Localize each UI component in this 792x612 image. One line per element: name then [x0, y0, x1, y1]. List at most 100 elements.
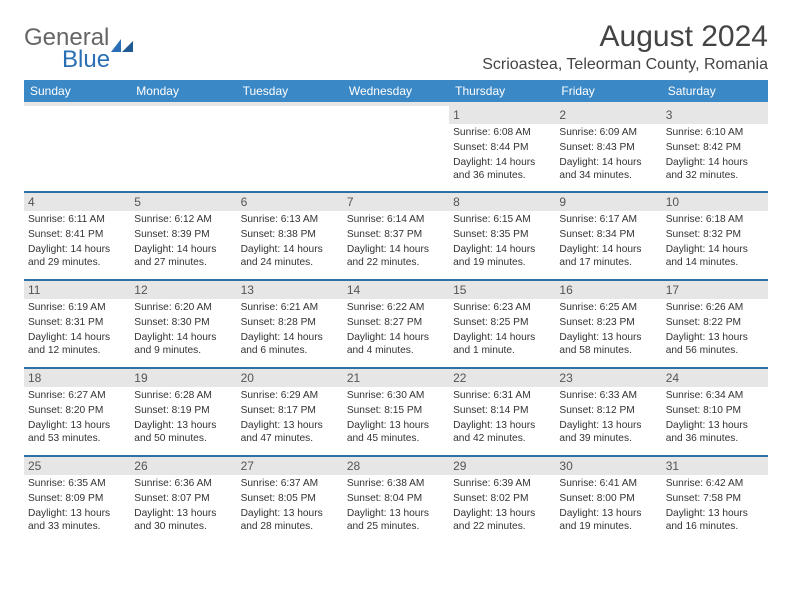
day-details: Sunrise: 6:19 AMSunset: 8:31 PMDaylight:… — [28, 301, 126, 358]
day-number: 22 — [449, 369, 555, 387]
day-number: 10 — [662, 193, 768, 211]
daylight-text: Daylight: 14 hours and 14 minutes. — [666, 243, 764, 271]
sunset-text: Sunset: 8:35 PM — [453, 228, 551, 242]
day-number: 28 — [343, 457, 449, 475]
sunrise-text: Sunrise: 6:41 AM — [559, 477, 657, 491]
day-number: 27 — [237, 457, 343, 475]
day-cell: 14Sunrise: 6:22 AMSunset: 8:27 PMDayligh… — [343, 280, 449, 368]
sunrise-text: Sunrise: 6:14 AM — [347, 213, 445, 227]
day-cell: . — [237, 104, 343, 192]
day-number: 15 — [449, 281, 555, 299]
daylight-text: Daylight: 13 hours and 45 minutes. — [347, 419, 445, 447]
day-cell: 16 Sunrise: 6:25 AMSunset: 8:23 PMDayligh… — [555, 280, 661, 368]
sunrise-text: Sunrise: 6:22 AM — [347, 301, 445, 315]
day-details: Sunrise: 6:25 AMSunset: 8:23 PMDaylight:… — [559, 301, 657, 358]
daylight-text: Daylight: 14 hours and 19 minutes. — [453, 243, 551, 271]
daylight-text: Daylight: 14 hours and 9 minutes. — [134, 331, 232, 359]
sunrise-text: Sunrise: 6:34 AM — [666, 389, 764, 403]
daylight-text: Daylight: 13 hours and 36 minutes. — [666, 419, 764, 447]
day-details: Sunrise: 6:14 AMSunset: 8:37 PMDaylight:… — [347, 213, 445, 270]
sunrise-text: Sunrise: 6:17 AM — [559, 213, 657, 227]
day-cell: 12Sunrise: 6:20 AMSunset: 8:30 PMDayligh… — [130, 280, 236, 368]
sunrise-text: Sunrise: 6:21 AM — [241, 301, 339, 315]
sunrise-text: Sunrise: 6:37 AM — [241, 477, 339, 491]
day-cell: 10Sunrise: 6:18 AMSunset: 8:32 PMDayligh… — [662, 192, 768, 280]
day-number: 6 — [237, 193, 343, 211]
day-cell: 29Sunrise: 6:39 AMSunset: 8:02 PMDayligh… — [449, 456, 555, 544]
sunset-text: Sunset: 8:27 PM — [347, 316, 445, 330]
sunset-text: Sunset: 8:23 PM — [559, 316, 657, 330]
day-details: Sunrise: 6:36 AMSunset: 8:07 PMDaylight:… — [134, 477, 232, 534]
sunrise-text: Sunrise: 6:29 AM — [241, 389, 339, 403]
location-subtitle: Scrioastea, Teleorman County, Romania — [482, 56, 768, 74]
day-details: Sunrise: 6:31 AMSunset: 8:14 PMDaylight:… — [453, 389, 551, 446]
day-details: Sunrise: 6:26 AMSunset: 8:22 PMDaylight:… — [666, 301, 764, 358]
flag-icon — [111, 36, 133, 52]
daylight-text: Daylight: 13 hours and 16 minutes. — [666, 507, 764, 535]
day-number: 13 — [237, 281, 343, 299]
day-number: 7 — [343, 193, 449, 211]
daylight-text: Daylight: 13 hours and 30 minutes. — [134, 507, 232, 535]
day-number: 16 — [555, 281, 661, 299]
day-details: Sunrise: 6:29 AMSunset: 8:17 PMDaylight:… — [241, 389, 339, 446]
day-cell: 7 Sunrise: 6:14 AMSunset: 8:37 PMDaylight… — [343, 192, 449, 280]
sunrise-text: Sunrise: 6:13 AM — [241, 213, 339, 227]
daylight-text: Daylight: 14 hours and 1 minute. — [453, 331, 551, 359]
day-cell: 21Sunrise: 6:30 AMSunset: 8:15 PMDayligh… — [343, 368, 449, 456]
sunrise-text: Sunrise: 6:10 AM — [666, 126, 764, 140]
day-number: 25 — [24, 457, 130, 475]
sunset-text: Sunset: 8:17 PM — [241, 404, 339, 418]
sunset-text: Sunset: 8:32 PM — [666, 228, 764, 242]
day-details: Sunrise: 6:15 AMSunset: 8:35 PMDaylight:… — [453, 213, 551, 270]
day-details: Sunrise: 6:13 AMSunset: 8:38 PMDaylight:… — [241, 213, 339, 270]
day-number: 9 — [555, 193, 661, 211]
day-details: Sunrise: 6:17 AMSunset: 8:34 PMDaylight:… — [559, 213, 657, 270]
day-number: 5 — [130, 193, 236, 211]
calendar-body: ....1Sunrise: 6:08 AMSunset: 8:44 PMDayl… — [24, 104, 768, 544]
day-number: 3 — [662, 106, 768, 124]
daylight-text: Daylight: 13 hours and 22 minutes. — [453, 507, 551, 535]
page-title: August 2024 — [482, 20, 768, 54]
sunrise-text: Sunrise: 6:15 AM — [453, 213, 551, 227]
day-cell: 3Sunrise: 6:10 AMSunset: 8:42 PMDaylight… — [662, 104, 768, 192]
day-cell: . — [24, 104, 130, 192]
sunset-text: Sunset: 7:58 PM — [666, 492, 764, 506]
sunset-text: Sunset: 8:07 PM — [134, 492, 232, 506]
day-number: 11 — [24, 281, 130, 299]
day-number: 23 — [555, 369, 661, 387]
sunrise-text: Sunrise: 6:12 AM — [134, 213, 232, 227]
day-details: Sunrise: 6:08 AMSunset: 8:44 PMDaylight:… — [453, 126, 551, 183]
day-number: 30 — [555, 457, 661, 475]
day-cell: 5 Sunrise: 6:12 AMSunset: 8:39 PMDaylight… — [130, 192, 236, 280]
table-row: 25 Sunrise: 6:35 AMSunset: 8:09 PMDayligh… — [24, 456, 768, 544]
sunrise-text: Sunrise: 6:25 AM — [559, 301, 657, 315]
day-number: 4 — [24, 193, 130, 211]
sunrise-text: Sunrise: 6:23 AM — [453, 301, 551, 315]
day-details: Sunrise: 6:33 AMSunset: 8:12 PMDaylight:… — [559, 389, 657, 446]
day-number: 19 — [130, 369, 236, 387]
sunset-text: Sunset: 8:10 PM — [666, 404, 764, 418]
sunrise-text: Sunrise: 6:27 AM — [28, 389, 126, 403]
day-cell: 31Sunrise: 6:42 AMSunset: 7:58 PMDayligh… — [662, 456, 768, 544]
day-number: 12 — [130, 281, 236, 299]
sunrise-text: Sunrise: 6:20 AM — [134, 301, 232, 315]
sunrise-text: Sunrise: 6:19 AM — [28, 301, 126, 315]
day-details: Sunrise: 6:35 AMSunset: 8:09 PMDaylight:… — [28, 477, 126, 534]
day-details: Sunrise: 6:41 AMSunset: 8:00 PMDaylight:… — [559, 477, 657, 534]
sunset-text: Sunset: 8:38 PM — [241, 228, 339, 242]
daylight-text: Daylight: 13 hours and 28 minutes. — [241, 507, 339, 535]
day-cell: 15Sunrise: 6:23 AMSunset: 8:25 PMDayligh… — [449, 280, 555, 368]
day-details: Sunrise: 6:12 AMSunset: 8:39 PMDaylight:… — [134, 213, 232, 270]
sunrise-text: Sunrise: 6:30 AM — [347, 389, 445, 403]
day-cell: . — [130, 104, 236, 192]
daylight-text: Daylight: 13 hours and 58 minutes. — [559, 331, 657, 359]
column-header: Sunday — [24, 80, 130, 104]
calendar-table: SundayMondayTuesdayWednesdayThursdayFrid… — [24, 80, 768, 544]
daylight-text: Daylight: 14 hours and 17 minutes. — [559, 243, 657, 271]
day-number: 21 — [343, 369, 449, 387]
daylight-text: Daylight: 13 hours and 33 minutes. — [28, 507, 126, 535]
daylight-text: Daylight: 14 hours and 22 minutes. — [347, 243, 445, 271]
sunset-text: Sunset: 8:04 PM — [347, 492, 445, 506]
daylight-text: Daylight: 13 hours and 39 minutes. — [559, 419, 657, 447]
sunset-text: Sunset: 8:31 PM — [28, 316, 126, 330]
